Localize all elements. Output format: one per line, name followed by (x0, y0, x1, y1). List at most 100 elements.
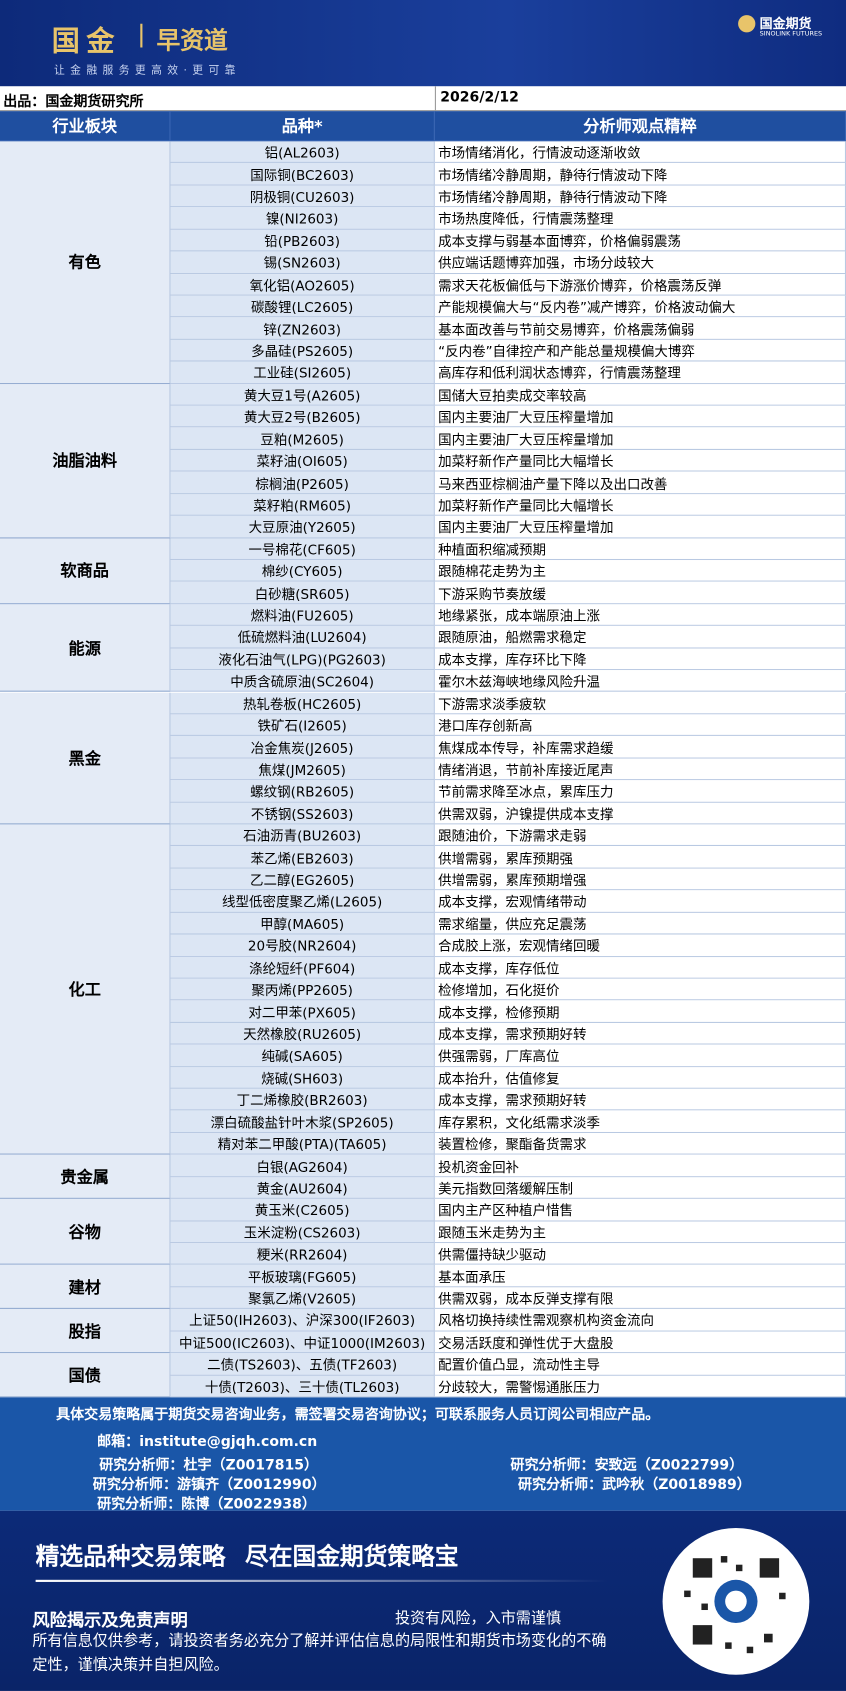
meta-row: 出品：国金期货研究所 2026/2/12 (0, 86, 846, 112)
sector-cell: 化工 (0, 824, 171, 1155)
sector-cell: 谷物 (0, 1199, 171, 1266)
variety-cell: 精对苯二甲酸(PTA)(TA605) (170, 1132, 435, 1155)
variety-cell: 平板玻璃(FG605) (170, 1265, 435, 1288)
view-cell: 国内主要油厂大豆压榨量增加 (434, 405, 846, 428)
variety-cell: 一号棉花(CF605) (170, 537, 435, 561)
view-cell: 加菜籽新作产量同比大幅增长 (434, 493, 846, 516)
sector-cell: 建材 (0, 1265, 171, 1310)
variety-cell: 菜籽粕(RM605) (170, 493, 435, 516)
view-cell: 合成胶上涨，宏观情绪回暖 (434, 934, 846, 957)
view-cell: 供增需弱，累库预期强 (434, 846, 846, 869)
view-cell: 高库存和低利润状态博弈，行情震荡整理 (434, 361, 846, 384)
variety-cell: 国际铜(BC2603) (170, 163, 435, 186)
view-cell: 国内主产区种植户惜售 (434, 1199, 846, 1222)
variety-cell: 铝(AL2603) (170, 141, 435, 164)
sector-cell: 油脂油料 (0, 383, 171, 538)
variety-cell: 棕榈油(P2605) (170, 471, 435, 494)
analyst: 研究分析师：杜宇（Z0017815） (99, 1457, 319, 1475)
variety-cell: 菜籽油(OI605) (170, 449, 435, 472)
view-cell: 需求缩量，供应充足震荡 (434, 912, 846, 935)
view-cell: 成本支撑，库存低位 (434, 956, 846, 979)
qr-code (662, 1528, 810, 1675)
slogan: 让金融服务更高效·更可靠 (53, 64, 241, 77)
view-cell: 市场热度降低，行情震荡整理 (434, 207, 846, 230)
variety-cell: 黄玉米(C2605) (170, 1199, 435, 1222)
view-cell: 产能规模偏大与“反内卷”减产博弈，价格波动偏大 (434, 295, 846, 318)
view-cell: 检修增加，石化挺价 (434, 978, 846, 1001)
view-cell: 下游需求淡季疲软 (434, 692, 846, 715)
view-cell: 下游采购节奏放缓 (434, 582, 846, 605)
view-cell: 情绪消退，节前补库接近尾声 (434, 758, 846, 781)
bottom-banner: 精选品种交易策略 尽在国金期货策略宝 风险揭示及免责声明 投资有风险，入市需谨慎 … (0, 1510, 846, 1691)
view-cell: 马来西亚棕榈油产量下降以及出口改善 (434, 471, 846, 494)
view-cell: 需求天花板偏低与下游涨价博弈，价格震荡反弹 (434, 273, 846, 296)
variety-cell: 十债(T2603)、三十债(TL2603) (170, 1375, 435, 1398)
variety-cell: 豆粕(M2605) (170, 427, 435, 450)
sector-cell: 软商品 (0, 537, 171, 605)
variety-cell: 白银(AG2604) (170, 1154, 435, 1177)
sector-cell: 有色 (0, 141, 171, 384)
variety-cell: 碳酸锂(LC2605) (170, 295, 435, 318)
email: 邮箱：institute@gjqh.com.cn (97, 1434, 318, 1451)
variety-cell: 镍(NI2603) (170, 207, 435, 230)
variety-cell: 甲醇(MA605) (170, 912, 435, 935)
view-cell: 加菜籽新作产量同比大幅增长 (434, 449, 846, 472)
variety-cell: 玉米淀粉(CS2603) (170, 1221, 435, 1244)
variety-cell: 棉纱(CY605) (170, 560, 435, 583)
view-cell: 装置检修，聚酯备货需求 (434, 1132, 846, 1155)
view-cell: 配置价值凸显，流动性主导 (434, 1353, 846, 1376)
view-cell: 国内主要油厂大豆压榨量增加 (434, 515, 846, 538)
divider (140, 23, 143, 48)
variety-cell: 螺纹钢(RB2605) (170, 780, 435, 803)
footer: 具体交易策略属于期货交易咨询业务，需签署交易咨询协议；可联系服务人员订阅公司相应… (0, 1397, 846, 1513)
variety-cell: 阴极铜(CU2603) (170, 185, 435, 208)
column-header: 分析师观点精粹 (434, 111, 846, 142)
variety-cell: 石油沥青(BU2603) (170, 824, 435, 847)
rule (35, 1579, 608, 1582)
column-header: 行业板块 (0, 111, 171, 142)
view-cell: 成本支撑，检修预期 (434, 1000, 846, 1023)
headline-2: 尽在国金期货策略宝 (244, 1544, 459, 1572)
view-cell: 基本面承压 (434, 1265, 846, 1288)
view-cell: 基本面改善与节前交易博弈，价格震荡偏弱 (434, 317, 846, 340)
variety-cell: 聚丙烯(PP2605) (170, 978, 435, 1001)
view-cell: 霍尔木兹海峡地缘风险升温 (434, 670, 846, 693)
view-cell: 港口库存创新高 (434, 714, 846, 737)
view-cell: 市场情绪冷静周期，静待行情波动下降 (434, 185, 846, 208)
variety-cell: 锡(SN2603) (170, 251, 435, 274)
risk-text: 所有信息仅供参考，请投资者务必充分了解并评估信息的局限性和期货市场变化的不确定性… (32, 1632, 607, 1674)
date: 2026/2/12 (434, 86, 523, 112)
header-banner: 国金 早资道 让金融服务更高效·更可靠 国金期货 SINOLINK FUTURE… (0, 0, 846, 87)
variety-cell: 烧碱(SH603) (170, 1066, 435, 1089)
column-header: 品种* (170, 111, 435, 142)
view-cell: 地缘紧张，成本端原油上涨 (434, 604, 846, 627)
variety-cell: 不锈钢(SS2603) (170, 802, 435, 825)
risk-title: 风险揭示及免责声明 (32, 1610, 188, 1631)
variety-cell: 粳米(RR2604) (170, 1243, 435, 1266)
view-cell: 供需双弱，沪镍提供成本支撑 (434, 802, 846, 825)
variety-cell: 涤纶短纤(PF604) (170, 956, 435, 979)
headline-1: 精选品种交易策略 (35, 1544, 226, 1572)
variety-cell: 大豆原油(Y2605) (170, 515, 435, 538)
variety-cell: 苯乙烯(EB2603) (170, 846, 435, 869)
variety-cell: 20号胶(NR2604) (170, 934, 435, 957)
view-cell: 成本抬升，估值修复 (434, 1066, 846, 1089)
analyst: 研究分析师：武吟秋（Z0018989） (517, 1477, 751, 1494)
variety-cell: 黄大豆1号(A2605) (170, 383, 435, 406)
view-cell: 美元指数回落缓解压制 (434, 1177, 846, 1200)
brand-icon (738, 15, 756, 33)
view-cell: 供需僵持缺少驱动 (434, 1243, 846, 1266)
analyst: 研究分析师：陈博（Z0022938） (97, 1496, 316, 1513)
sector-cell: 贵金属 (0, 1154, 171, 1200)
view-cell: 供增需弱，累库预期增强 (434, 868, 846, 891)
view-cell: 市场情绪消化，行情波动逐渐收敛 (434, 141, 846, 164)
brand-en: SINOLINK FUTURES (759, 30, 823, 38)
variety-cell: 低硫燃料油(LU2604) (170, 626, 435, 649)
variety-cell: 热轧卷板(HC2605) (170, 692, 435, 715)
variety-cell: 聚氯乙烯(V2605) (170, 1287, 435, 1310)
variety-cell: 燃料油(FU2605) (170, 604, 435, 627)
view-cell: 种植面积缩减预期 (434, 537, 846, 561)
variety-cell: 铅(PB2603) (170, 229, 435, 252)
view-cell: 供应端话题博弈加强，市场分歧较大 (434, 251, 846, 274)
